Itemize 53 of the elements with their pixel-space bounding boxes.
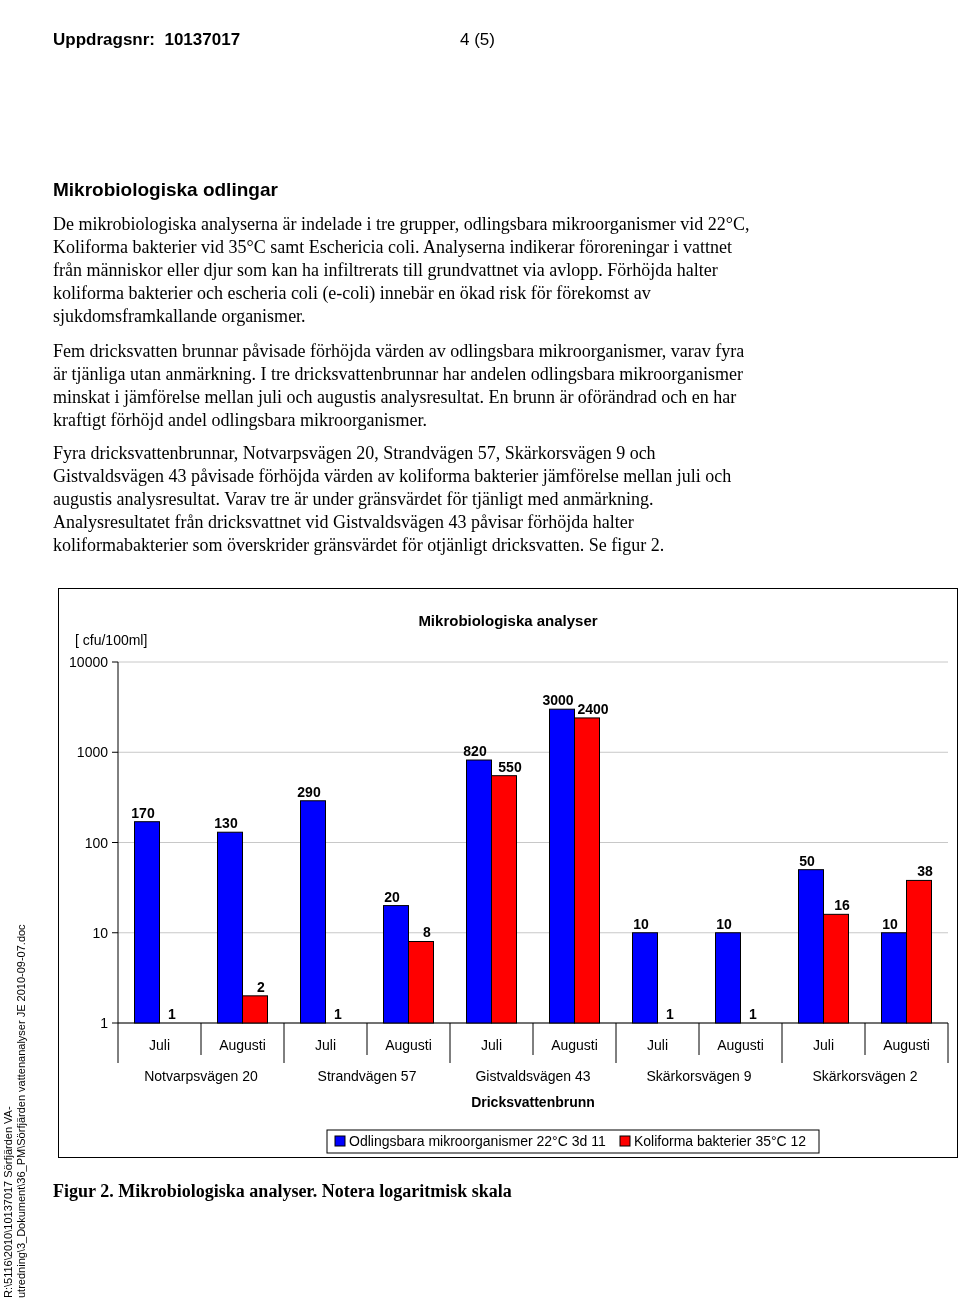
- x-tick-label: Augusti: [551, 1037, 598, 1053]
- data-label: 1: [666, 1006, 675, 1022]
- y-tick-label: 1000: [76, 744, 109, 761]
- text: 4 (5): [460, 30, 495, 50]
- data-label: 550: [498, 758, 522, 775]
- text: Strandvägen 57: [317, 1068, 417, 1084]
- y-axis-title: [ cfu/100ml]: [75, 632, 148, 648]
- y-tick-label: 1: [100, 1015, 109, 1031]
- data-label: 2: [257, 978, 266, 995]
- y-tick-label: 100: [84, 834, 109, 851]
- data-label: 1: [168, 1006, 177, 1022]
- text: Mikrobiologiska odlingar: [53, 179, 278, 201]
- data-label: 16: [834, 897, 850, 914]
- text: Notvarpsvägen 20: [144, 1068, 259, 1084]
- data-label: 3000: [542, 692, 574, 709]
- data-label: 50: [799, 852, 815, 869]
- x-tick-label: Augusti: [883, 1037, 930, 1053]
- data-label: 8: [423, 924, 432, 941]
- x-axis-title: Dricksvattenbrunn: [471, 1094, 595, 1110]
- text: Uppdragsnr: 10137017: [53, 30, 241, 50]
- y-tick-label: 10: [92, 924, 109, 941]
- data-label: 10: [882, 915, 898, 932]
- data-label: 10: [633, 915, 649, 932]
- text: Skärkorsvägen 9: [646, 1068, 752, 1084]
- data-label: 38: [917, 863, 933, 880]
- text: R:\5116\2010\10137017 Sörfjärden VA-utredning\3_Dokument\36_PM\Sörfjärden vattenanalyser JE 2010-09-07.doc: [2, 923, 28, 1298]
- x-tick-label: Augusti: [717, 1037, 764, 1053]
- text: Fem dricksvatten brunnar påvisade förhöjda värden av odlingsbara mikroorganismer, varav fyra är tjänliga utan anmärkning. I tre dricksvattenbrunnar har andelen odlingsbara mikroorganismer minskat i jämförelse mellan juli och augustis analysresultat. En brunn är oförändrad och en har kraftigt förhöjd andel odlingsbara mikroorganismer.: [53, 340, 746, 432]
- text: Fyra dricksvattenbrunnar, Notvarpsvägen 20, Strandvägen 57, Skärkorsvägen 9 och Gistvaldsvägen 43 påvisade förhöjda värden av koliforma bakterier jämförelse mellan juli och augustis analysresultat. Varav tre är under gränsvärdet för tjänligt med anmärkning. Analysresultatet från dricksvattnet vid Gistvaldsvägen 43 påvisar förhöjda halter koliformabakterier som överskrider gränsvärdet för otjänligt dricksvatten. Se figur 2.: [53, 442, 733, 557]
- data-label: 1: [334, 1006, 343, 1022]
- legend-label: Koliforma bakterier 35°C 12: [634, 1133, 807, 1149]
- data-label: 2400: [577, 700, 609, 717]
- y-tick-label: 10000: [69, 654, 109, 670]
- text: Gistvaldsvägen 43: [475, 1068, 591, 1084]
- text: Figur 2. Mikrobiologiska analyser. Notera logaritmisk skala: [53, 1181, 512, 1202]
- data-label: 290: [297, 783, 321, 800]
- x-tick-label: Juli: [812, 1037, 835, 1053]
- text: Skärkorsvägen 2: [812, 1068, 918, 1084]
- x-tick-label: Juli: [314, 1037, 337, 1053]
- legend-label: Odlingsbara mikroorganismer 22°C 3d 11: [349, 1133, 606, 1149]
- data-label: 1: [749, 1006, 758, 1022]
- x-tick-label: Juli: [646, 1037, 669, 1053]
- chart-title: Mikrobiologiska analyser: [418, 612, 598, 629]
- data-label: 820: [463, 743, 487, 760]
- data-label: 10: [716, 915, 732, 932]
- x-tick-label: Augusti: [385, 1037, 432, 1053]
- x-tick-label: Juli: [148, 1037, 171, 1053]
- data-label: 20: [384, 888, 400, 905]
- x-tick-label: Augusti: [219, 1037, 266, 1053]
- text: De mikrobiologiska analyserna är indelade i tre grupper, odlingsbara mikroorganismer vid 22°C, Koliforma bakterier vid 35°C samt Eschericia coli. Analyserna indikerar föroreningar i vattnet från människor eller djur som kan ha infiltrerats till grundvattnet via avlopp. Förhöjda halter koliforma bakterier och escheria coli (e-coli) innebär en ökad risk för förekomst av sjukdomsframkallande organismer.: [53, 213, 751, 328]
- data-label: 130: [214, 815, 238, 832]
- data-label: 170: [131, 804, 155, 821]
- x-tick-label: Juli: [480, 1037, 503, 1053]
